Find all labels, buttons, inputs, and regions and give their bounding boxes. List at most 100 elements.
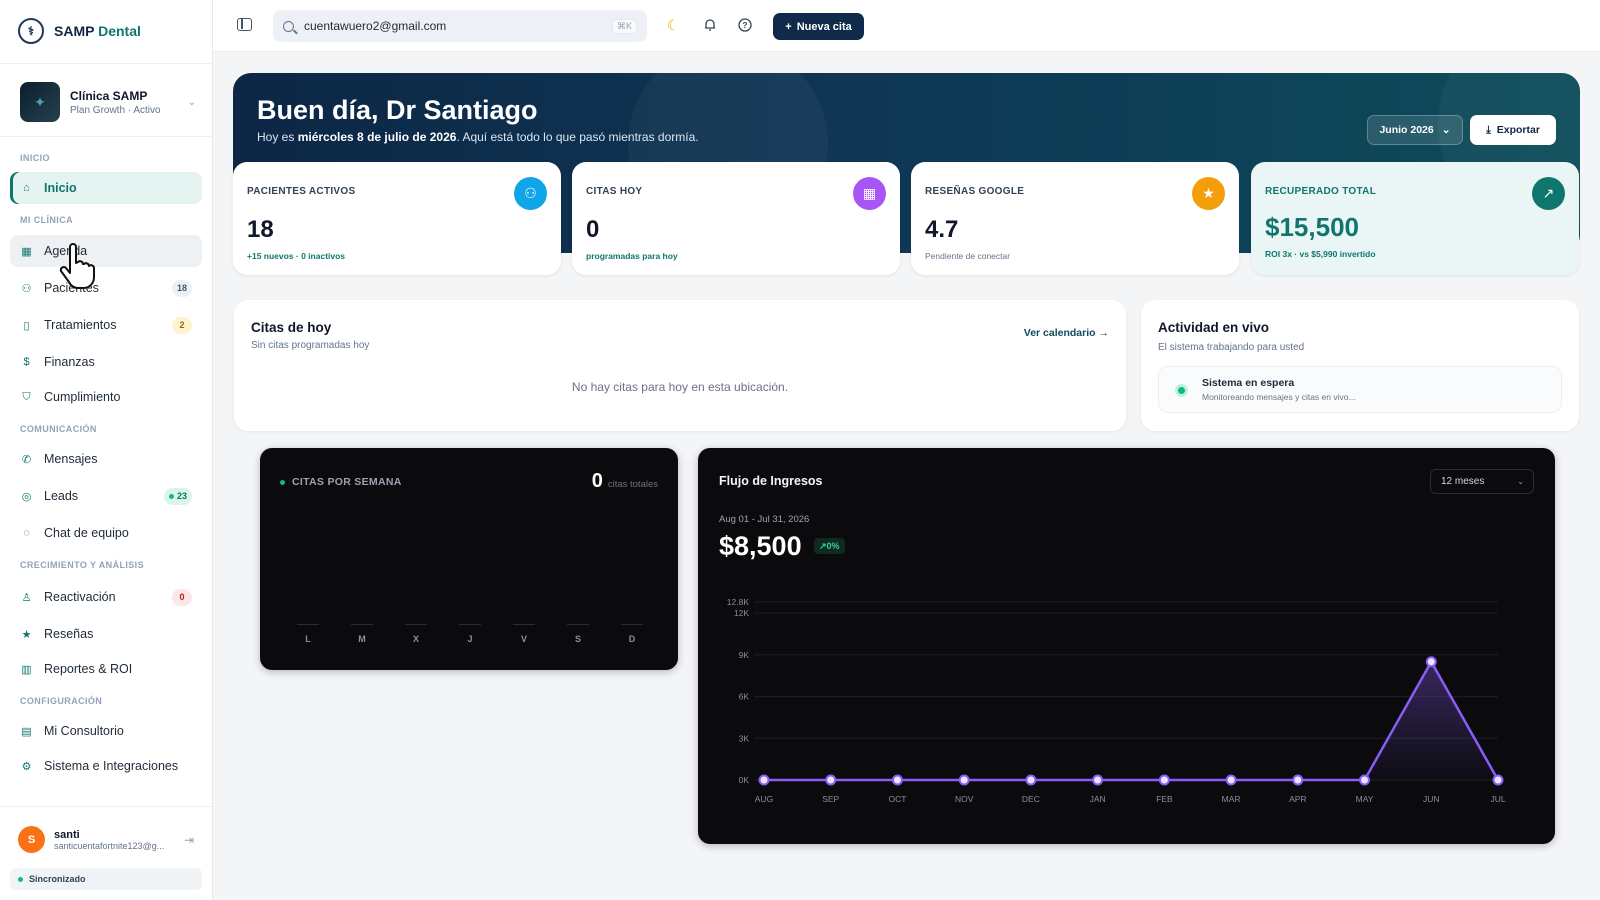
moon-icon[interactable]: ☾ [666,16,680,33]
brand[interactable]: ⚕ SAMP Dental [18,18,141,44]
sidebar-item-tratamientos[interactable]: ▯ Tratamientos 2 [10,309,202,341]
building-icon: ▤ [21,725,32,738]
sidebar-item-label: Inicio [44,181,77,195]
data-point [1359,774,1371,786]
count-badge: 0 [172,588,192,606]
section-label-configuracion: CONFIGURACIÓN [20,696,103,706]
card-title: Flujo de Ingresos [719,474,823,488]
sidebar-item-inicio[interactable]: ⌂ Inicio [10,172,202,204]
count-badge: 2 [172,316,192,334]
search-input[interactable]: cuentawuero2@gmail.com [304,19,447,33]
stat-label: CITAS HOY [586,186,643,197]
sidebar-item-agenda[interactable]: ▦ Agenda [10,235,202,267]
change-badge: ↗0% [814,538,845,554]
range-select[interactable]: 12 meses ⌄ [1430,469,1534,494]
x-tick-label: JUL [1490,794,1505,804]
data-point [758,774,770,786]
new-appointment-button[interactable]: + Nueva cita [773,13,864,40]
stat-card-recuperado[interactable]: RECUPERADO TOTAL ↗ $15,500 ROI 3x · vs $… [1251,162,1579,275]
y-tick-label: 3K [739,733,750,743]
topbar: cuentawuero2@gmail.com ⌘K ☾ ? + Nueva ci… [213,0,1600,52]
x-tick-label: NOV [955,794,974,804]
count-badge: 23 [163,487,192,505]
shortcut-hint: ⌘K [611,18,637,34]
search-icon [283,20,294,32]
day-bar [621,624,643,625]
view-calendar-link[interactable]: Ver calendario → [1023,327,1109,339]
panel-title: Citas de hoy [251,320,332,335]
brand-name: SAMP Dental [54,23,141,39]
avatar: S [18,826,45,853]
chevron-down-icon: ⌄ [187,96,196,108]
data-point [1492,774,1504,786]
empty-state: No hay citas para hoy en esta ubicación. [571,380,789,394]
dollar-icon: $ [23,356,30,368]
day-label: M [358,634,366,644]
sidebar-item-label: Mensajes [44,452,98,466]
stat-note: Pendiente de conectar [925,251,1011,261]
weekly-total: 0 citas totales [592,470,658,493]
data-point [1425,656,1437,668]
calendar-icon: ▦ [853,177,886,210]
plus-icon: + [785,20,792,33]
day-label: J [467,634,473,644]
series-line [764,660,1500,782]
clinic-switcher[interactable]: ✦ Clínica SAMP Plan Growth · Activo ⌄ [20,82,196,122]
search-bar[interactable]: cuentawuero2@gmail.com ⌘K [273,10,647,42]
month-value: Junio 2026 [1379,124,1434,136]
sidebar-item-finanzas[interactable]: $ Finanzas [10,346,202,378]
panel-title: Actividad en vivo [1158,320,1270,335]
stat-card-pacientes[interactable]: PACIENTES ACTIVOS ⚇ 18 +15 nuevos · 0 in… [233,162,561,275]
divider [0,63,212,64]
range-value: 12 meses [1441,476,1485,487]
y-tick-label: 6K [739,692,750,702]
logout-icon[interactable]: ⇥ [183,832,194,847]
sidebar-item-reactivacion[interactable]: ♙ Reactivación 0 [10,581,202,613]
gear-icon: ⚙ [21,760,32,773]
total-value: 0 [591,470,603,492]
x-tick-label: JAN [1090,794,1106,804]
y-tick-label: 9K [739,650,750,660]
user-icon: ♙ [21,591,32,604]
sidebar-item-chat[interactable]: ◌ Chat de equipo [10,517,202,549]
users-icon: ⚇ [514,177,547,210]
sidebar-toggle-icon[interactable] [237,18,252,31]
sidebar-item-consultorio[interactable]: ▤ Mi Consultorio [10,715,202,747]
date-range: Aug 01 - Jul 31, 2026 [719,514,810,525]
day-bar [405,624,427,625]
section-label-inicio: INICIO [20,153,50,163]
sidebar-item-label: Cumplimiento [44,390,121,404]
x-tick-label: MAY [1356,794,1374,804]
stat-card-resenas[interactable]: RESEÑAS GOOGLE ★ 4.7 Pendiente de conect… [911,162,1239,275]
sync-status: Sincronizado [10,868,202,890]
live-dot [280,479,285,485]
sidebar-item-sistema[interactable]: ⚙ Sistema e Integraciones [10,750,202,782]
target-icon: ◎ [21,490,32,503]
sidebar-item-label: Mi Consultorio [44,724,124,738]
user-profile[interactable]: S santi santicuentafortnite123@g... ⇥ [18,826,194,853]
stat-note: programadas para hoy [586,251,678,261]
star-icon: ★ [1192,177,1225,210]
x-tick-label: OCT [888,794,906,804]
month-select[interactable]: Junio 2026 ⌄ [1367,115,1463,145]
new-appointment-label: Nueva cita [796,20,852,33]
sidebar-item-leads[interactable]: ◎ Leads 23 [10,480,202,512]
bell-icon[interactable] [702,17,718,33]
clipboard-icon: ▯ [23,319,30,332]
x-tick-label: APR [1289,794,1306,804]
stat-card-citas[interactable]: CITAS HOY ▦ 0 programadas para hoy [572,162,900,275]
sidebar-item-label: Finanzas [44,355,95,369]
help-icon[interactable]: ? [737,17,753,33]
sidebar-item-mensajes[interactable]: ✆ Mensajes [10,443,202,475]
sidebar-item-reportes[interactable]: ▥ Reportes & ROI [10,653,202,685]
panel-subtitle: Sin citas programadas hoy [251,340,370,351]
sidebar-item-cumplimiento[interactable]: ⛉ Cumplimiento [10,381,202,413]
x-tick-label: AUG [755,794,773,804]
data-point [891,774,903,786]
sidebar-item-label: Sistema e Integraciones [44,759,179,773]
export-button[interactable]: ⤓ Exportar [1470,115,1556,145]
sidebar-item-resenas[interactable]: ★ Reseñas [10,618,202,650]
day-bar [351,624,373,625]
data-point [1225,774,1237,786]
sidebar-item-pacientes[interactable]: ⚇ Pacientes 18 [10,272,202,304]
